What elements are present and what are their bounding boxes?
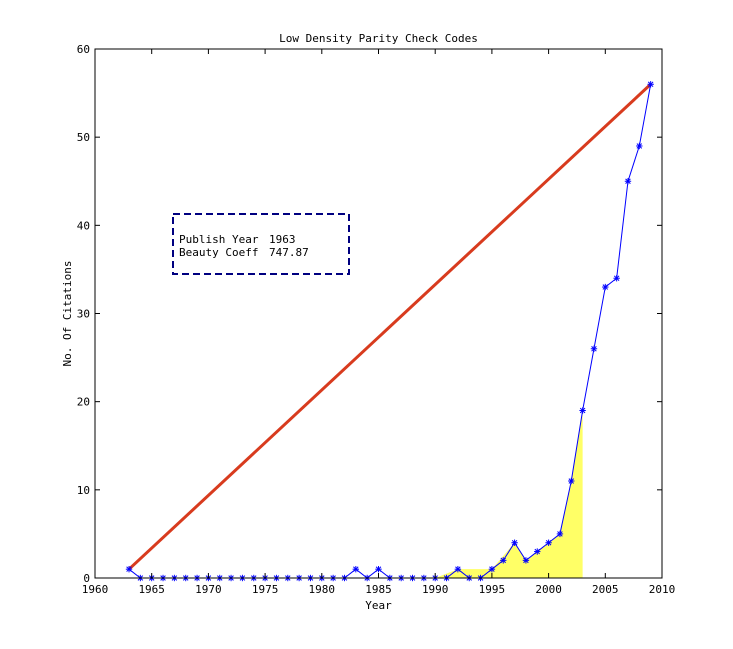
y-axis-label: No. Of Citations [61, 261, 74, 367]
x-tick-label: 1985 [365, 583, 392, 596]
annotation-border [172, 213, 350, 275]
beauty-coeff-label: Beauty Coeff [179, 246, 258, 259]
y-tick-label: 30 [77, 308, 90, 321]
x-tick-label: 2005 [592, 583, 619, 596]
x-tick-label: 1975 [252, 583, 279, 596]
chart-title: Low Density Parity Check Codes [279, 32, 478, 45]
x-tick-label: 1995 [479, 583, 506, 596]
shaded-area-layer [435, 410, 583, 578]
x-tick-label: 1970 [195, 583, 222, 596]
x-tick-label: 1960 [82, 583, 109, 596]
x-axis-label: Year [365, 599, 392, 612]
y-tick-label: 20 [77, 396, 90, 409]
data-point [568, 477, 575, 485]
reference-line [127, 83, 652, 571]
axes: 1960 1965 1970 1975 1980 1985 1990 1995 2000 2005… [77, 43, 676, 596]
annotation-box: Publish Year 1963 Beauty Coeff 747.87 [172, 213, 350, 275]
data-point [375, 565, 382, 573]
data-point [602, 283, 609, 291]
x-tick-label: 2010 [649, 583, 676, 596]
data-point [545, 539, 552, 546]
data-point [636, 142, 643, 150]
y-tick-label: 0 [83, 572, 90, 585]
data-point [624, 178, 632, 185]
reference-line-layer [127, 83, 652, 571]
data-point [534, 548, 541, 555]
data-point [454, 565, 462, 573]
data-point [352, 565, 360, 573]
y-tick-label: 60 [77, 43, 90, 56]
data-point [522, 557, 530, 564]
y-tick-label: 50 [77, 131, 90, 144]
publish-year-label: Publish Year [179, 233, 259, 246]
data-point [125, 565, 133, 573]
x-tick-label: 1965 [138, 583, 165, 596]
x-tick-label: 1990 [422, 583, 449, 596]
data-point [647, 81, 654, 88]
data-point [613, 275, 620, 282]
beauty-coeff-value: 747.87 [269, 246, 309, 259]
y-tick-label: 40 [77, 219, 90, 232]
data-point [590, 345, 598, 352]
data-point [579, 407, 586, 414]
shaded-area [435, 410, 583, 578]
x-tick-label: 1980 [309, 583, 336, 596]
y-tick-label: 10 [77, 484, 90, 497]
x-tick-label: 2000 [535, 583, 562, 596]
data-point [500, 557, 507, 564]
data-point [488, 565, 496, 573]
data-point [556, 530, 564, 538]
publish-year-value: 1963 [269, 233, 296, 246]
data-point [511, 539, 518, 546]
